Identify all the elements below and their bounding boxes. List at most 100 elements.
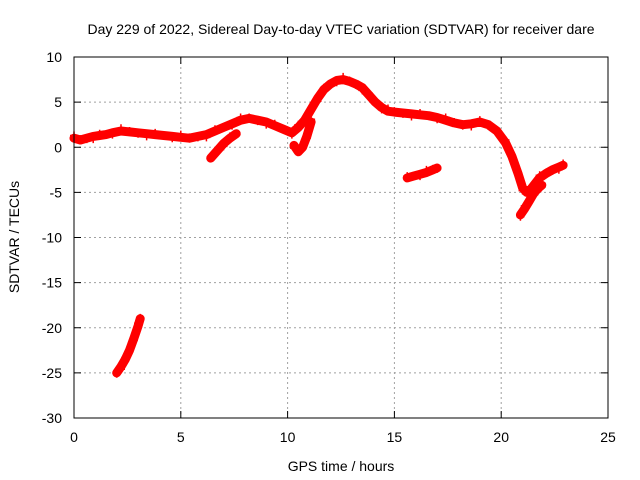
data-point [287,130,296,139]
y-tick-label: 0 [54,139,62,155]
data-point [326,80,335,89]
data-point [151,128,160,137]
data-point [484,120,493,129]
data-point [232,129,241,138]
data-point [225,132,234,141]
data-point [206,153,215,162]
data-point [307,106,316,115]
series-4 [206,129,241,163]
data-point [95,129,104,138]
data-point [520,201,529,210]
data-point [467,122,476,131]
data-point [398,109,407,118]
x-tick-label: 5 [177,429,185,445]
data-point [424,111,433,120]
data-point [279,125,288,134]
data-point [168,134,177,143]
data-point [516,212,525,221]
data-point [542,168,551,177]
data-point [116,124,125,133]
series-1 [112,313,145,378]
data-point [121,353,130,362]
data-point [332,78,341,87]
series-layer [69,72,568,378]
data-point [441,113,450,122]
data-point [501,136,510,145]
data-point [319,83,328,92]
data-point [142,132,151,141]
data-point [507,151,516,160]
data-point [450,117,459,126]
ticks: 0 5 10 15 20 25 -30 -25 -20 -15 -10 -5 0 5 10 [42,49,616,445]
y-tick-label: -5 [50,184,63,200]
data-point [345,76,354,85]
y-tick-label: -10 [42,230,62,246]
y-axis-label: SDTVAR / TECUs [6,181,22,293]
x-tick-label: 25 [600,429,616,445]
data-point [134,129,143,138]
data-point [529,191,538,200]
data-point [290,144,299,153]
data-point [253,117,262,126]
data-point [228,121,237,130]
y-tick-label: -20 [42,320,62,336]
data-point [125,346,134,355]
data-point [159,131,168,140]
data-point [533,187,542,196]
data-point [213,147,222,156]
data-point [270,119,279,128]
x-tick-label: 15 [387,429,403,445]
data-point [313,97,322,106]
data-point [554,165,563,174]
data-point [537,179,546,188]
series-2 [402,163,442,183]
data-point [416,108,425,117]
x-tick-label: 20 [493,429,509,445]
y-tick-label: -15 [42,275,62,291]
data-point [185,133,194,142]
data-point [298,143,307,152]
data-point [339,72,348,81]
data-point [475,116,484,125]
data-point [364,89,373,98]
data-point [371,98,380,107]
data-point [294,120,303,129]
data-point [219,142,228,151]
data-point [89,135,98,144]
data-point [524,196,533,205]
series-5 [289,115,316,157]
data-point [358,86,367,95]
data-point [134,319,143,328]
data-point [422,165,431,174]
data-point [202,133,211,142]
series-0 [69,72,568,197]
x-axis-label: GPS time / hours [288,458,395,474]
y-tick-label: -30 [42,410,62,426]
data-point [108,130,117,139]
data-point [522,186,531,195]
data-point [116,365,125,374]
y-tick-label: -25 [42,365,62,381]
data-point [262,120,271,129]
x-tick-label: 0 [70,429,78,445]
grid [74,57,608,418]
data-point [302,134,311,143]
data-point [433,115,442,124]
y-tick-label: 5 [54,94,62,110]
data-point [559,159,568,168]
series-3 [515,179,547,221]
data-point [351,80,360,89]
data-point [129,336,138,345]
data-point [492,128,501,137]
data-point [125,127,134,136]
data-point [193,133,202,142]
data-point [433,164,442,173]
data-point [377,105,386,114]
chart-title: Day 229 of 2022, Sidereal Day-to-day VTE… [87,21,594,37]
x-tick-label: 10 [280,429,296,445]
y-tick-label: 10 [46,49,62,65]
data-point [112,369,121,378]
data-point [176,130,185,139]
